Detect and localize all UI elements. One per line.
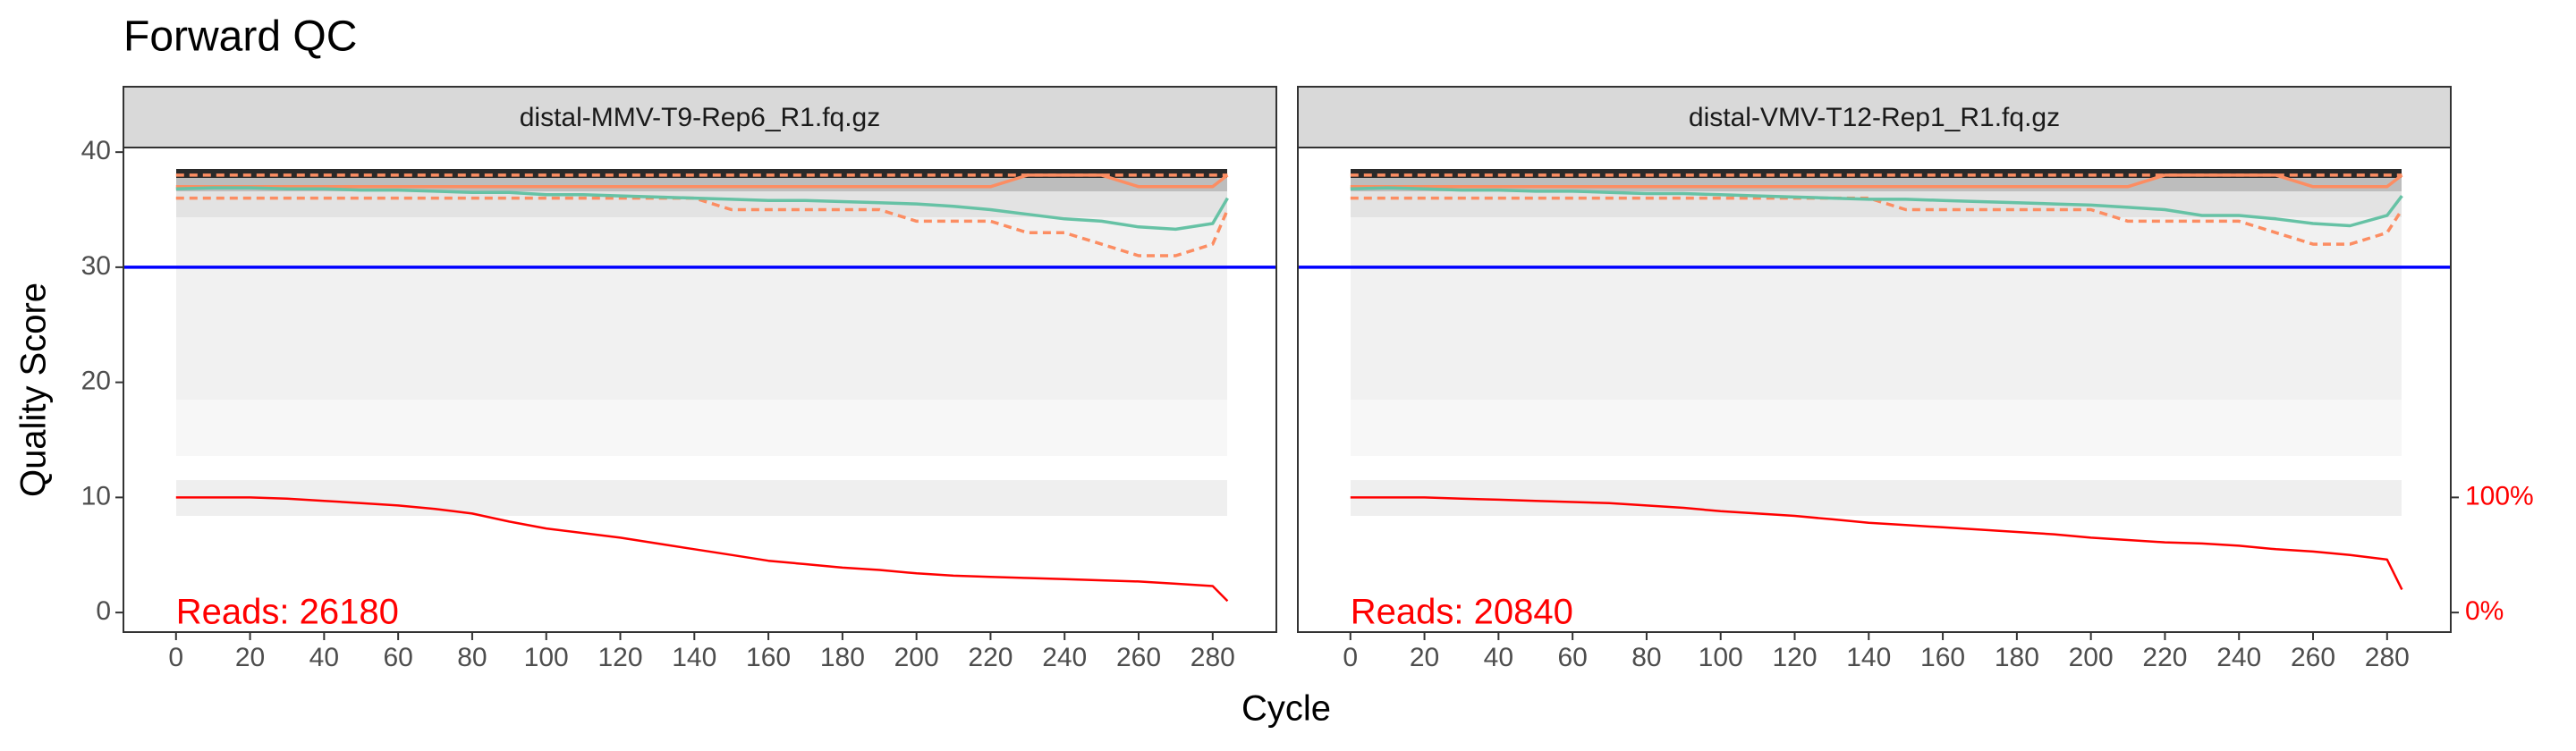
x-tick-label: 100 xyxy=(524,643,569,672)
x-tick-label: 240 xyxy=(1042,643,1087,672)
panel-border xyxy=(1297,147,2452,633)
x-tick-label: 160 xyxy=(746,643,791,672)
x-tick-label: 140 xyxy=(1846,643,1891,672)
facet-strip xyxy=(123,86,1277,148)
y-tick-label: 0 xyxy=(96,596,111,626)
x-tick-label: 220 xyxy=(968,643,1013,672)
x-tick-label: 220 xyxy=(2142,643,2187,672)
x-tick-label: 60 xyxy=(383,643,412,672)
x-tick-label: 260 xyxy=(2291,643,2335,672)
quality-line xyxy=(175,186,1229,232)
quality-line xyxy=(175,196,1230,257)
x-tick-label: 280 xyxy=(1191,643,1235,672)
x-tick-label: 40 xyxy=(1484,643,1513,672)
quality-line xyxy=(1350,173,2403,189)
x-tick-label: 80 xyxy=(457,643,487,672)
x-tick-label: 80 xyxy=(1631,643,1661,672)
quality-line xyxy=(175,173,1229,189)
x-tick-label: 0 xyxy=(168,643,183,672)
x-tick-label: 200 xyxy=(894,643,939,672)
y-tick-label: 40 xyxy=(81,136,111,165)
x-tick-label: 0 xyxy=(1343,643,1358,672)
x-tick-label: 140 xyxy=(672,643,716,672)
x-tick-label: 180 xyxy=(820,643,865,672)
x-tick-label: 240 xyxy=(2216,643,2261,672)
x-tick-label: 60 xyxy=(1557,643,1587,672)
x-tick-label: 280 xyxy=(2365,643,2410,672)
x-tick-label: 120 xyxy=(597,643,642,672)
x-tick-label: 100 xyxy=(1699,643,1743,672)
reads-annotation: Reads: 26180 xyxy=(176,593,399,632)
y-tick-label: 30 xyxy=(81,251,111,281)
quality-line xyxy=(1350,196,2403,246)
chart-title: Forward QC xyxy=(123,13,357,61)
reads-annotation: Reads: 20840 xyxy=(1351,593,1573,632)
facet-title: distal-VMV-T12-Rep1_R1.fq.gz xyxy=(1689,103,2060,132)
x-tick-label: 180 xyxy=(1995,643,2039,672)
x-tick-label: 200 xyxy=(2069,643,2114,672)
x-tick-label: 20 xyxy=(235,643,265,672)
y2-tick-label: 100% xyxy=(2465,481,2534,511)
x-tick-label: 160 xyxy=(1920,643,1965,672)
x-tick-label: 260 xyxy=(1116,643,1161,672)
facet-strip xyxy=(1297,86,2452,148)
heatmap xyxy=(176,169,2402,516)
y-tick-label: 10 xyxy=(81,481,111,511)
x-axis-label: Cycle xyxy=(1241,689,1331,729)
y2-tick-label: 0% xyxy=(2465,596,2504,626)
x-tick-label: 40 xyxy=(309,643,339,672)
x-tick-label: 20 xyxy=(1410,643,1439,672)
reads-line xyxy=(175,496,1229,603)
panel-border xyxy=(123,147,1277,633)
reads-line xyxy=(1350,496,2403,590)
y-axis-label: Quality Score xyxy=(14,283,54,497)
x-tick-label: 120 xyxy=(1772,643,1817,672)
y-tick-label: 20 xyxy=(81,367,111,396)
quality-line xyxy=(1350,186,2403,228)
facet-title: distal-MMV-T9-Rep6_R1.fq.gz xyxy=(520,103,880,132)
